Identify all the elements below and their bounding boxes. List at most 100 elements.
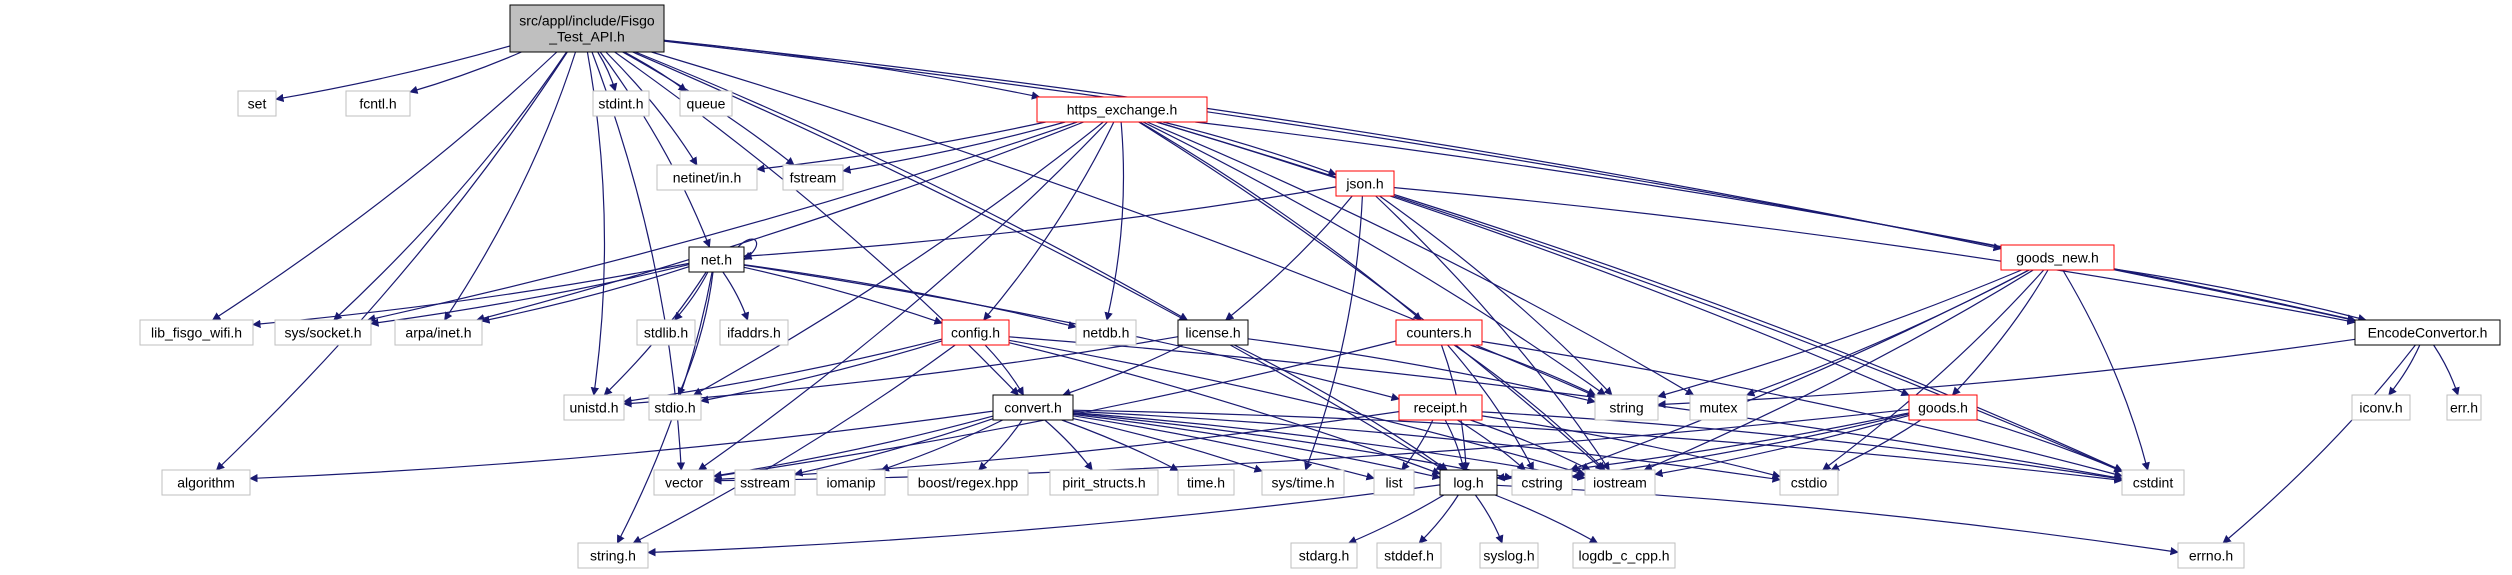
node-box-config <box>941 319 1010 346</box>
node-cstdio: cstdio <box>1779 469 1839 496</box>
node-label-algorithm: algorithm <box>177 475 235 491</box>
node-receipt[interactable]: receipt.h <box>1398 394 1483 421</box>
node-stdlib: stdlib.h <box>636 319 696 346</box>
node-box-queue <box>679 90 733 117</box>
node-label-list: list <box>1385 475 1402 491</box>
edge-root-to-algorithm <box>215 51 568 471</box>
node-box-stdio <box>648 394 702 421</box>
node-box-stdint <box>592 90 650 117</box>
edge-https-to-netinet <box>756 121 1046 173</box>
node-box-https <box>1036 96 1208 123</box>
node-box-stdlib <box>636 319 696 346</box>
edge-convert-to-sstream <box>794 418 994 477</box>
node-label-license: license.h <box>1185 325 1240 341</box>
node-fcntl: fcntl.h <box>345 90 411 117</box>
node-label-root-1: _Test_API.h <box>548 29 625 45</box>
node-netinet: netinet/in.h <box>656 164 758 191</box>
node-label-https: https_exchange.h <box>1067 102 1178 118</box>
node-label-fcntl: fcntl.h <box>359 96 396 112</box>
node-box-cstring <box>1511 469 1573 496</box>
node-label-counters: counters.h <box>1406 325 1471 341</box>
node-label-root-0: src/appl/include/Fisgo <box>519 13 655 29</box>
edge-receipt-to-list <box>1401 419 1434 471</box>
edge-convert-to-boostregex <box>978 419 1023 471</box>
edge-convert-to-pirit <box>1044 419 1093 471</box>
edge-counters-to-cstring <box>1447 344 1534 471</box>
edge-json-to-encode <box>1393 187 2356 325</box>
edge-convert-to-iomanip <box>880 419 1003 472</box>
node-json[interactable]: json.h <box>1335 170 1395 197</box>
node-box-iostream <box>1584 469 1656 496</box>
edge-license-to-log <box>1234 344 1448 471</box>
edge-goods_new-to-cstdio <box>1822 269 2045 471</box>
edge-license-to-string <box>1247 338 1596 405</box>
node-box-cstdint <box>2121 469 2185 496</box>
node-stringh: string.h <box>577 542 649 569</box>
node-box-json <box>1335 170 1395 197</box>
edge-goods_new-to-cstring <box>1569 269 2030 472</box>
node-label-stdio: stdio.h <box>654 400 695 416</box>
node-box-license <box>1177 319 1249 346</box>
node-config[interactable]: config.h <box>941 319 1010 346</box>
edge-https-to-arpainet <box>475 121 1084 323</box>
node-counters[interactable]: counters.h <box>1395 319 1483 346</box>
node-box-unistd <box>563 394 625 421</box>
edge-counters-to-cstdint <box>1481 340 2123 479</box>
node-net[interactable]: net.h <box>688 246 745 273</box>
node-box-syslog <box>1479 542 1539 569</box>
node-iconv: iconv.h <box>2351 394 2411 421</box>
edge-root-to-log <box>632 51 1445 471</box>
node-box-list <box>1373 469 1415 496</box>
node-box-goods <box>1908 394 1978 421</box>
node-license[interactable]: license.h <box>1177 319 1249 346</box>
node-label-net: net.h <box>701 252 732 268</box>
node-box-cstdio <box>1779 469 1839 496</box>
edge-config-to-iostream <box>1008 339 1586 477</box>
edge-log-to-syslog <box>1474 494 1504 544</box>
edge-goods-to-cstdint <box>1976 419 2123 473</box>
node-encode[interactable]: EncodeConvertor.h <box>2354 319 2501 346</box>
node-box-stdarg <box>1290 542 1358 569</box>
node-box-iomanip <box>816 469 886 496</box>
node-label-pirit: pirit_structs.h <box>1062 475 1145 491</box>
node-label-vector: vector <box>665 475 703 491</box>
node-box-fstream <box>782 164 844 191</box>
node-log[interactable]: log.h <box>1439 469 1498 496</box>
node-label-cstdio: cstdio <box>1791 475 1828 491</box>
node-pirit: pirit_structs.h <box>1049 469 1159 496</box>
edge-https-to-fstream <box>842 121 1066 174</box>
node-label-err: err.h <box>2450 400 2478 416</box>
node-logdb: logdb_c_cpp.h <box>1572 542 1676 569</box>
edge-goods_new-to-string <box>1657 269 2022 399</box>
node-systime: sys/time.h <box>1261 469 1345 496</box>
node-label-syssocket: sys/socket.h <box>284 325 361 341</box>
edge-goods-to-cstdio <box>1830 419 1922 471</box>
edge-https-to-mutex <box>1146 121 1695 396</box>
edge-license-to-convert <box>1062 344 1184 397</box>
node-goods[interactable]: goods.h <box>1908 394 1978 421</box>
node-label-iconv: iconv.h <box>2359 400 2402 416</box>
node-label-log: log.h <box>1453 475 1483 491</box>
node-label-libfisgo: lib_fisgo_wifi.h <box>151 325 242 341</box>
edge-https-to-stdio <box>693 121 1104 396</box>
node-goods_new[interactable]: goods_new.h <box>2000 244 2115 271</box>
node-queue: queue <box>679 90 733 117</box>
node-label-unistd: unistd.h <box>569 400 618 416</box>
node-box-syssocket <box>274 319 372 346</box>
node-syslog: syslog.h <box>1479 542 1539 569</box>
edge-convert-to-iostream <box>1072 412 1586 481</box>
node-box-goods_new <box>2000 244 2115 271</box>
node-label-ifaddrs: ifaddrs.h <box>727 325 781 341</box>
node-convert[interactable]: convert.h <box>992 394 1074 421</box>
node-root[interactable]: src/appl/include/Fisgo_Test_API.h <box>509 4 665 53</box>
node-box-netdb <box>1075 319 1137 346</box>
node-label-set: set <box>248 96 267 112</box>
node-box-stringh <box>577 542 649 569</box>
node-box-stddef <box>1376 542 1442 569</box>
node-mutex: mutex <box>1689 394 1748 421</box>
edge-net-to-libfisgo <box>252 262 690 329</box>
edge-https-to-json <box>1162 121 1337 177</box>
node-https[interactable]: https_exchange.h <box>1036 96 1208 123</box>
node-box-timeh <box>1177 469 1235 496</box>
node-ifaddrs: ifaddrs.h <box>719 319 789 346</box>
